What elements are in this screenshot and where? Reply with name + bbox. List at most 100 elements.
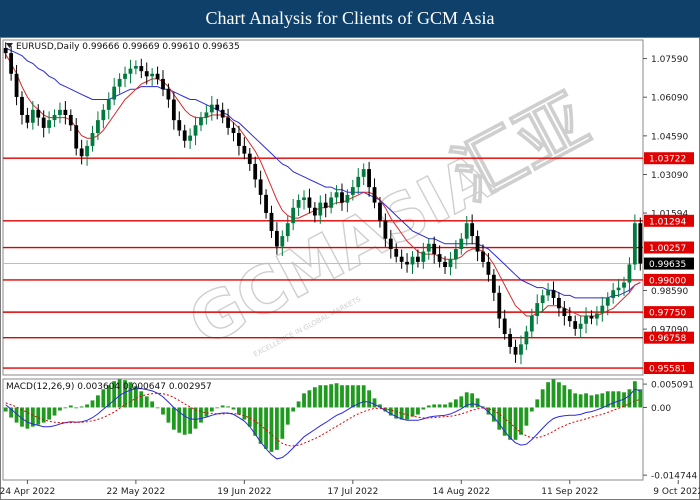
candle-body (58, 109, 62, 115)
level-label: 0.95581 (649, 365, 686, 375)
candle-body (318, 202, 323, 216)
candle-body (356, 176, 361, 188)
level-tag (644, 331, 694, 344)
candle-body (285, 223, 290, 237)
macd-histogram-bar (632, 381, 637, 408)
price-panel-border (2, 39, 644, 376)
macd-histogram-bar (30, 407, 35, 427)
macd-histogram-bar (361, 385, 366, 408)
macd-histogram-bar (557, 382, 561, 408)
time-axis: 24 Apr 2022 22 May 2022 19 Jun 2022 17 Jul … (0, 480, 700, 497)
candle-body (123, 73, 127, 79)
candle-body (491, 274, 496, 293)
macd-histogram-bar (231, 407, 236, 410)
candle-body (562, 308, 567, 316)
candle-body (269, 212, 274, 231)
macd-histogram-bar (106, 385, 111, 408)
macd-histogram-bar (171, 407, 176, 430)
time-tick-label: 22 May 2022 (107, 487, 166, 497)
macd-histogram-bar (128, 382, 133, 408)
macd-histogram-bar (41, 407, 46, 423)
candle-body (557, 297, 561, 309)
macd-histogram-bar (123, 380, 127, 408)
macd-histogram-bar (209, 407, 214, 412)
macd-histogram-bar (280, 407, 285, 439)
macd-histogram-bar (448, 402, 453, 408)
candle-body (323, 202, 328, 208)
macd-histogram-bar (226, 406, 230, 408)
chart-canvas: GCMASIA EXCELLENCE IN GLOBAL MARKETS 汇亚 … (0, 37, 700, 500)
macd-histogram-bar (215, 407, 220, 409)
macd-histogram-bar (199, 407, 203, 423)
candle-body (41, 117, 46, 128)
macd-histogram-bar (388, 407, 393, 416)
candle-body (296, 200, 301, 208)
macd-histogram-bar (513, 407, 518, 440)
macd-info: MACD(12,26,9) 0.003604 0.000647 0.002957 (6, 382, 212, 392)
candle-body (242, 145, 247, 154)
macd-histogram-bar (622, 392, 626, 408)
candle-body (63, 109, 68, 115)
time-tick-label: 9 Oct 2022 (653, 487, 700, 497)
macd-histogram-bar (253, 407, 258, 436)
time-tick-label: 17 Jul 2022 (327, 487, 378, 497)
time-tick-label: 19 Jun 2022 (217, 487, 271, 497)
macd-histogram-bar (242, 407, 247, 420)
price-tick-label: 0.98590 (651, 287, 688, 297)
candle-body (470, 223, 475, 237)
candle-body (291, 207, 296, 224)
time-tick-label: 11 Sep 2022 (541, 487, 598, 497)
macd-histogram-bar (269, 407, 274, 452)
candle-body (502, 318, 507, 335)
macd-histogram-bar (161, 407, 165, 415)
macd-histogram-bar (410, 407, 415, 417)
macd-histogram-bar (144, 396, 149, 408)
candle-body (388, 238, 393, 249)
candle-body (171, 99, 176, 121)
macd-histogram-bar (638, 389, 643, 408)
macd-histogram-bar (74, 407, 79, 409)
macd-histogram-bar (551, 379, 556, 408)
macd-histogram-bar (372, 398, 377, 408)
macd-histogram-bar (112, 381, 117, 408)
candle-body (546, 290, 550, 296)
macd-histogram-bar (139, 391, 144, 408)
ma-fast-line (5, 54, 641, 317)
candle-body (85, 145, 89, 157)
macd-histogram-bar (291, 407, 296, 412)
price-tick-label: 0.97090 (651, 326, 688, 336)
candle-body (334, 192, 339, 198)
level-tag (644, 362, 694, 375)
macd-histogram-bar (302, 393, 306, 408)
candle-body (361, 169, 366, 177)
macd-histogram-bar (296, 401, 301, 408)
candle-body (204, 112, 209, 118)
candle-body (161, 78, 165, 90)
candle-body (372, 187, 377, 203)
candle-body (237, 133, 241, 146)
candle-body (529, 315, 534, 332)
macd-histogram-bar (367, 390, 371, 408)
macd-histogram-bar (9, 407, 14, 418)
level-label: 1.01294 (649, 217, 686, 227)
candle-body (616, 287, 621, 291)
candle-body (25, 114, 30, 123)
candle-body (47, 120, 51, 128)
macd-histogram-bar (101, 389, 106, 408)
candle-body (112, 86, 117, 100)
macd-histogram-bar (220, 405, 225, 408)
candle-body (52, 114, 57, 121)
level-label: 0.99000 (649, 276, 686, 286)
macd-histogram-bar (264, 407, 268, 449)
candle-body (475, 236, 480, 252)
level-tag (644, 214, 694, 227)
macd-histogram-bar (470, 393, 475, 408)
macd-histogram-bar (182, 407, 187, 435)
candle-body (302, 197, 306, 201)
candle-body (209, 104, 214, 113)
candle-body (595, 313, 599, 319)
macd-histogram-bar (497, 407, 502, 430)
current-price-tag (644, 257, 694, 270)
candle-body (68, 114, 73, 126)
candle-body (258, 179, 263, 195)
